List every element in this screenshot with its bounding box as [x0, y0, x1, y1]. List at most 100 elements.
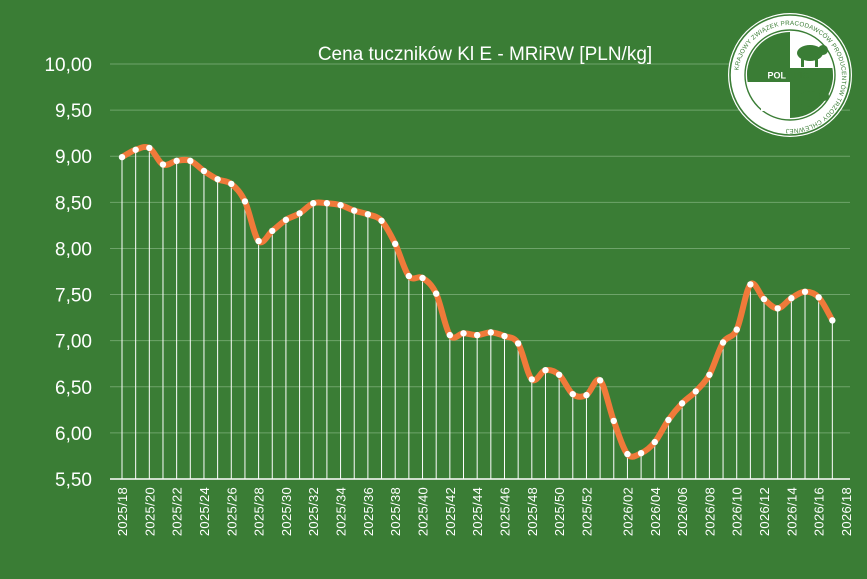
x-tick-label: 2025/26	[224, 487, 239, 536]
x-tick-label: 2025/42	[443, 487, 458, 536]
data-point	[747, 281, 754, 288]
y-axis: 5,50 6,00 6,50 7,00 7,50 8,00 8,50 9,00 9,50 10,0…	[44, 55, 92, 491]
drop-lines	[121, 147, 833, 479]
pig-icon	[752, 45, 829, 111]
x-tick-label: 2025/40	[416, 487, 431, 536]
x-tick-label: 2025/32	[306, 487, 321, 536]
data-point	[651, 438, 658, 446]
data-point	[569, 390, 576, 398]
data-point	[788, 295, 795, 302]
data-point	[392, 240, 399, 248]
y-tick-label: 8,50	[55, 193, 92, 214]
data-point	[760, 295, 768, 303]
y-tick-label: 7,50	[55, 286, 92, 307]
data-point	[596, 377, 604, 384]
data-point	[815, 294, 822, 301]
data-point	[269, 227, 276, 235]
data-point	[473, 331, 481, 339]
data-point	[118, 153, 126, 161]
data-point	[446, 331, 454, 339]
data-point	[241, 198, 249, 205]
x-tick-label: 2025/20	[142, 487, 157, 536]
data-point	[228, 180, 235, 188]
data-point	[296, 210, 303, 217]
x-tick-label: 2025/50	[552, 487, 567, 536]
data-point	[255, 237, 262, 245]
data-point	[692, 388, 699, 395]
data-point	[310, 200, 317, 207]
data-point	[487, 329, 495, 336]
data-point	[132, 146, 139, 153]
data-point	[378, 217, 385, 224]
x-tick-label: 2026/10	[730, 487, 745, 536]
data-point	[364, 211, 372, 218]
data-point	[173, 157, 180, 165]
data-point	[719, 339, 727, 346]
x-tick-label: 2026/02	[620, 487, 635, 536]
data-point	[610, 417, 617, 425]
x-tick-label: 2026/06	[675, 487, 690, 536]
data-point	[501, 332, 508, 340]
x-tick-label: 2025/46	[497, 487, 512, 536]
x-tick-label: 2026/14	[784, 487, 799, 536]
y-tick-label: 10,00	[44, 55, 92, 76]
x-tick-label: 2026/08	[702, 487, 717, 536]
data-point	[282, 216, 290, 224]
data-point	[159, 161, 167, 168]
polpig-logo: KRAJOWY ZWIĄZEK PRACODAWCÓW PRODUCENTÓW …	[728, 13, 852, 137]
x-tick-label: 2026/12	[757, 487, 772, 536]
data-point	[187, 157, 194, 165]
data-point	[706, 371, 713, 378]
x-tick-label: 2025/24	[197, 487, 212, 536]
logo-word-pol: POL	[767, 71, 786, 81]
data-point	[337, 201, 344, 209]
data-point	[528, 376, 536, 383]
logo-word-pig: PIG	[794, 71, 810, 81]
x-tick-label: 2026/16	[812, 487, 827, 536]
y-tick-label: 8,00	[55, 239, 92, 260]
data-point	[733, 326, 740, 333]
data-point	[405, 272, 413, 280]
data-point	[514, 340, 522, 347]
data-point	[801, 288, 809, 295]
y-tick-label: 6,00	[55, 424, 92, 445]
data-point	[214, 176, 221, 183]
data-point	[774, 305, 781, 312]
data-point	[432, 290, 440, 297]
x-tick-label: 2025/52	[579, 487, 594, 536]
y-tick-label: 7,00	[55, 332, 92, 353]
x-tick-label: 2025/48	[525, 487, 540, 536]
y-tick-label: 6,50	[55, 378, 92, 399]
logo-checker	[747, 32, 833, 118]
x-tick-label: 2026/04	[648, 487, 663, 536]
x-tick-label: 2025/28	[252, 487, 267, 536]
x-tick-label: 2026/18	[839, 487, 854, 536]
grid-lines	[110, 63, 850, 480]
chart-title: Cena tuczników Kl E - MRiRW [PLN/kg]	[318, 44, 652, 65]
data-point	[419, 274, 426, 282]
x-tick-label: 2025/34	[334, 487, 349, 536]
data-point	[351, 207, 358, 214]
x-tick-label: 2025/18	[115, 487, 130, 536]
data-point	[678, 400, 686, 407]
x-tick-label: 2025/38	[388, 487, 403, 536]
y-tick-label: 9,00	[55, 147, 92, 168]
data-point	[323, 200, 331, 207]
data-point	[146, 144, 153, 152]
data-point	[624, 450, 631, 458]
data-point	[583, 391, 590, 399]
data-point	[665, 416, 672, 424]
data-point	[200, 167, 208, 175]
x-axis: 2025/18 2025/20 2025/22 2025/24 2025/26 2025/…	[115, 487, 854, 536]
x-tick-label: 2025/30	[279, 487, 294, 536]
data-point	[460, 330, 467, 337]
y-tick-label: 9,50	[55, 101, 92, 122]
y-tick-label: 5,50	[55, 470, 92, 491]
data-point	[555, 371, 563, 378]
data-point	[637, 449, 645, 457]
x-tick-label: 2025/36	[361, 487, 376, 536]
data-point	[829, 317, 836, 324]
x-tick-label: 2025/44	[470, 487, 485, 536]
x-tick-label: 2025/22	[170, 487, 185, 536]
